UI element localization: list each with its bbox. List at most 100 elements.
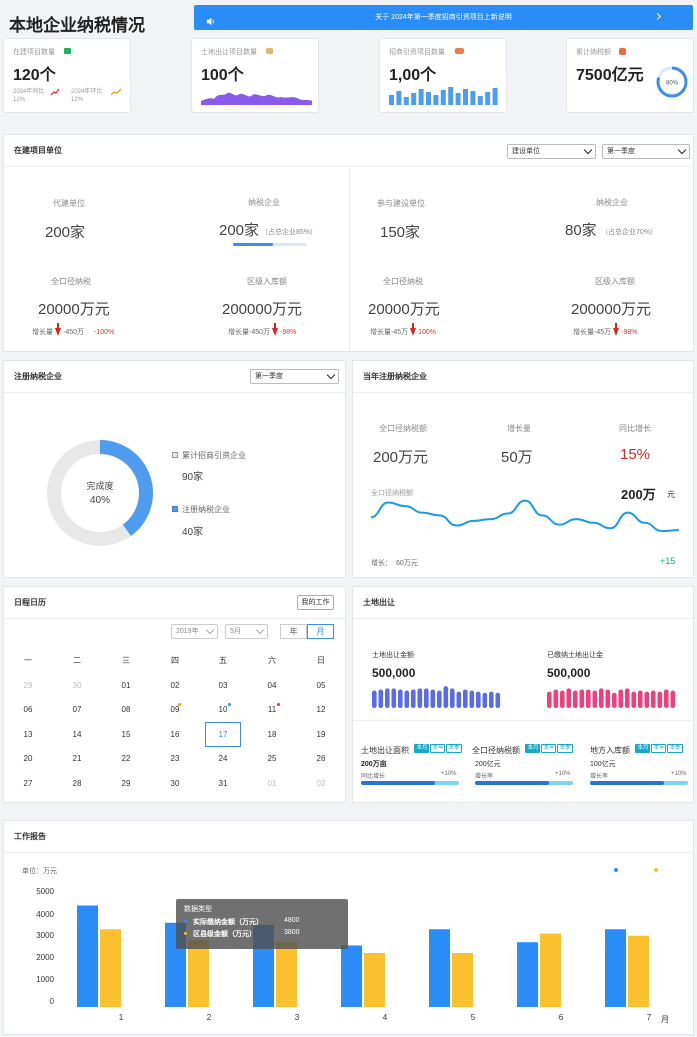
calendar-day[interactable]: 04: [267, 681, 277, 690]
metric-bar: [573, 690, 578, 708]
land-stat: 全口径纳税额 本月 本年 本季: [472, 740, 582, 758]
calendar-day[interactable]: 19: [316, 730, 326, 739]
calendar-day[interactable]: 22: [121, 754, 131, 763]
quarter-select[interactable]: 第一季度: [250, 369, 339, 384]
calendar-day[interactable]: 15: [121, 730, 131, 739]
report-bar[interactable]: [276, 942, 297, 1007]
calendar-day[interactable]: 16: [170, 730, 180, 739]
panel-title: 土地出让: [363, 598, 395, 607]
calendar-day[interactable]: 26: [316, 754, 326, 763]
calendar-day[interactable]: 12: [316, 705, 326, 714]
report-bar[interactable]: [605, 929, 626, 1007]
calendar-day[interactable]: 06: [23, 705, 33, 714]
calendar-day[interactable]: 01: [267, 779, 277, 788]
calendar-day[interactable]: 02: [316, 779, 326, 788]
unit-type-select[interactable]: 建设单位: [507, 144, 596, 159]
x-tick-label: 3: [295, 1013, 300, 1022]
tag-quarter[interactable]: 本季: [557, 744, 573, 754]
calendar-day-selected[interactable]: 17: [205, 722, 241, 747]
growth-label: 增长量: [32, 329, 53, 336]
agent-value: 150家: [380, 224, 421, 241]
caliber-label: 全口径纳税: [51, 277, 91, 286]
calendar-day[interactable]: 10: [218, 705, 228, 714]
report-bar[interactable]: [628, 935, 649, 1007]
calendar-day[interactable]: 20: [23, 754, 33, 763]
calendar-day[interactable]: 21: [72, 754, 82, 763]
calendar-day[interactable]: 24: [218, 754, 228, 763]
tag-year[interactable]: 本年: [651, 744, 667, 754]
quarter-select[interactable]: 第一季度: [602, 144, 690, 159]
stat-title: 地方入库额: [590, 746, 630, 755]
metric-bar: [566, 688, 572, 708]
report-bar[interactable]: [364, 953, 385, 1007]
report-bar[interactable]: [100, 929, 121, 1007]
year-select[interactable]: 2019年: [171, 624, 218, 639]
calendar-day[interactable]: 08: [121, 705, 131, 714]
legend-swatch: [172, 452, 178, 458]
calendar-day[interactable]: 30: [72, 681, 82, 690]
calendar-day[interactable]: 02: [170, 681, 180, 690]
panel-header: 当年注册纳税企业: [353, 361, 693, 393]
calendar-day[interactable]: 27: [23, 779, 33, 788]
rate-value: +10%: [441, 771, 457, 777]
calendar-day[interactable]: 11: [267, 705, 277, 714]
metric-bar: [553, 689, 559, 708]
trend-up-icon: [50, 83, 60, 101]
calendar-day[interactable]: 13: [23, 730, 33, 739]
y-tick-label: 4000: [36, 910, 54, 919]
report-bar[interactable]: [429, 929, 450, 1007]
report-bar[interactable]: [540, 933, 561, 1007]
metric-bar: [437, 690, 442, 708]
growth-value: 60万元: [396, 560, 418, 567]
tax-progress-track: [233, 243, 306, 246]
district-growth: 增长量-45万 -98%: [573, 323, 637, 337]
tag-year[interactable]: 本年: [430, 744, 446, 754]
calendar-day[interactable]: 25: [267, 754, 277, 763]
legend-dot[interactable]: [614, 868, 618, 872]
report-bar[interactable]: [77, 905, 98, 1007]
calendar-day[interactable]: 14: [72, 730, 82, 739]
kpi-bar: [426, 92, 431, 105]
my-work-button[interactable]: 我的工作: [297, 595, 334, 610]
report-bar[interactable]: [341, 945, 362, 1007]
calendar-day[interactable]: 23: [170, 754, 180, 763]
divider: [353, 720, 695, 721]
view-month-button[interactable]: 月: [307, 624, 334, 639]
calendar-day[interactable]: 29: [121, 779, 131, 788]
calendar-day[interactable]: 07: [72, 705, 82, 714]
x-tick-label: 6: [559, 1013, 564, 1022]
tag-month[interactable]: 本月: [635, 744, 651, 754]
calendar-day[interactable]: 01: [121, 681, 131, 690]
notice-bar[interactable]: 关于 2024年第一季度招商引资项目上新说明: [194, 5, 693, 30]
growth-value: -45万: [391, 329, 409, 336]
calendar-day[interactable]: 03: [218, 681, 228, 690]
select-value: 第一季度: [607, 148, 635, 155]
month-select[interactable]: 5月: [225, 624, 268, 639]
calendar-day[interactable]: 18: [267, 730, 277, 739]
legend-dot[interactable]: [654, 868, 658, 872]
tax-note: （占总企业85%）: [261, 229, 318, 236]
metric-bar: [657, 691, 663, 708]
tag-month[interactable]: 本月: [525, 744, 541, 754]
tag-quarter[interactable]: 本季: [667, 744, 683, 754]
report-bar[interactable]: [517, 942, 538, 1007]
calendar-day[interactable]: 31: [218, 779, 228, 788]
report-bar[interactable]: [452, 953, 473, 1007]
panel-header: 土地出让: [353, 587, 693, 619]
weekday-label: 一: [24, 656, 32, 665]
calendar-day[interactable]: 05: [316, 681, 326, 690]
growth-label-text: 增长：: [371, 560, 392, 567]
calendar-day[interactable]: 28: [72, 779, 82, 788]
tag-month[interactable]: 本月: [414, 744, 430, 754]
metric-bar: [625, 688, 630, 708]
report-bar[interactable]: [188, 940, 209, 1007]
tag-year[interactable]: 本年: [541, 744, 557, 754]
calendar-day[interactable]: 09: [170, 705, 180, 714]
view-year-button[interactable]: 年: [280, 624, 307, 639]
calendar-day[interactable]: 30: [170, 779, 180, 788]
calendar-day[interactable]: 29: [23, 681, 33, 690]
growth-percent: -98%: [280, 329, 297, 336]
panel-title: 当年注册纳税企业: [363, 372, 427, 381]
weekday-label: 六: [268, 656, 276, 665]
tag-quarter[interactable]: 本季: [446, 744, 462, 754]
